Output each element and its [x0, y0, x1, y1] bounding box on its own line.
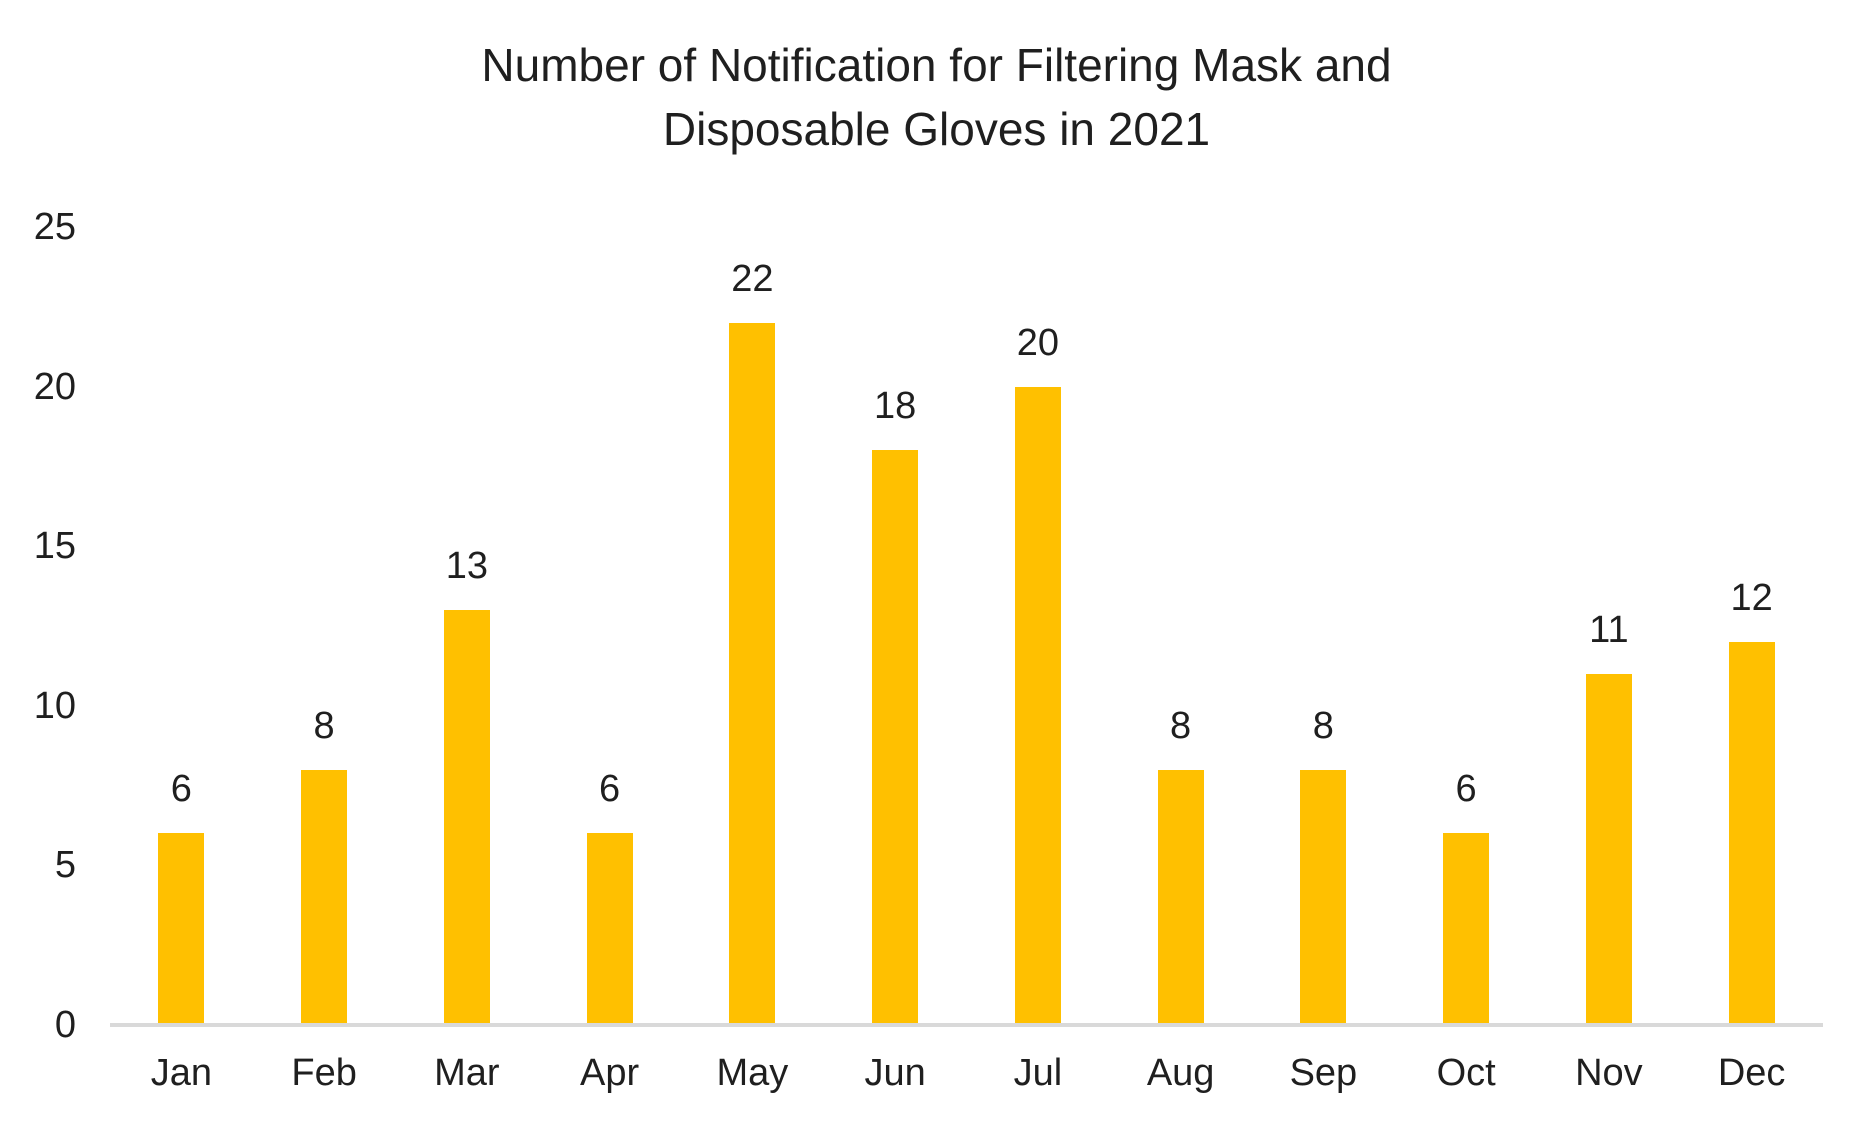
y-axis-tick-label: 0	[54, 1004, 76, 1046]
bar-may	[729, 322, 776, 1025]
y-axis-tick-label: 25	[33, 206, 76, 248]
chart-column: 11 Nov	[1538, 227, 1681, 1093]
chart-title-line-1: Number of Notification for Filtering Mas…	[481, 39, 1392, 91]
bar-data-label: 18	[873, 385, 917, 428]
x-axis-tick-label: Apr	[580, 1052, 640, 1094]
chart-column: 22 May	[681, 227, 824, 1093]
bar-aug	[1157, 769, 1204, 1025]
x-axis-tick-label: Mar	[434, 1052, 500, 1094]
bar-mar	[443, 610, 490, 1025]
x-axis-tick-label: Jul	[1013, 1052, 1063, 1094]
chart-title-line-2: Disposable Gloves in 2021	[662, 103, 1211, 155]
x-axis-tick-label: Sep	[1289, 1052, 1358, 1094]
chart-column: 18 Jun	[824, 227, 967, 1093]
bar-jan	[158, 833, 205, 1025]
x-axis-tick-label: Feb	[291, 1052, 357, 1094]
chart-column: 8 Sep	[1252, 227, 1395, 1093]
chart-column: 20 Jul	[967, 227, 1110, 1093]
bar-data-label: 13	[445, 545, 489, 588]
bar-data-label: 8	[1170, 704, 1192, 747]
x-axis-tick-label: Jun	[864, 1052, 926, 1094]
bar-data-label: 8	[313, 704, 335, 747]
bars-container: 6 Jan 8 Feb 13 Mar 6 Apr 22 May 18 Jun 20 Jul 8 Aug 8 Sep…	[110, 227, 1823, 1093]
bar-data-label: 20	[1016, 321, 1060, 364]
x-axis-tick-label: Jan	[150, 1052, 213, 1094]
bar-feb	[301, 769, 348, 1025]
chart-column: 6 Apr	[538, 227, 681, 1093]
chart-column: 6 Jan	[110, 227, 253, 1093]
x-axis-tick-label: Oct	[1436, 1052, 1496, 1094]
bar-jul	[1014, 386, 1061, 1025]
chart-title: Number of Notification for Filtering Mas…	[0, 33, 1873, 161]
chart-column: 13 Mar	[396, 227, 539, 1093]
x-axis-tick-label: May	[716, 1052, 789, 1094]
x-axis-tick-label: Aug	[1146, 1052, 1215, 1094]
bar-data-label: 6	[599, 768, 621, 811]
y-axis-tick-label: 5	[54, 844, 76, 887]
bar-oct	[1443, 833, 1490, 1025]
bar-jun	[872, 450, 919, 1025]
x-axis-tick-label: Nov	[1575, 1052, 1643, 1094]
chart-column: 12 Dec	[1680, 227, 1823, 1093]
x-axis-line	[110, 1023, 1823, 1027]
x-axis-tick-label: Dec	[1717, 1052, 1786, 1094]
y-axis: 0 5 10 15 20 25	[0, 207, 76, 1045]
bar-nov	[1585, 673, 1632, 1025]
bar-data-label: 12	[1730, 576, 1773, 619]
chart-column: 8 Aug	[1109, 227, 1252, 1093]
bar-data-label: 11	[1589, 608, 1629, 651]
bar-data-label: 6	[170, 768, 192, 811]
y-axis-tick-label: 10	[33, 684, 76, 727]
y-axis-tick-label: 15	[33, 525, 76, 568]
bar-sep	[1300, 769, 1347, 1025]
bar-dec	[1728, 641, 1775, 1025]
bar-apr	[586, 833, 633, 1025]
bar-data-label: 6	[1455, 768, 1477, 811]
y-axis-tick-label: 20	[33, 365, 76, 408]
plot-area: 6 Jan 8 Feb 13 Mar 6 Apr 22 May 18 Jun 20 Jul 8 Aug 8 Sep…	[110, 227, 1823, 1093]
chart-column: 8 Feb	[253, 227, 396, 1093]
bar-data-label: 8	[1312, 704, 1334, 747]
chart-column: 6 Oct	[1395, 227, 1538, 1093]
bar-data-label: 22	[731, 257, 774, 300]
